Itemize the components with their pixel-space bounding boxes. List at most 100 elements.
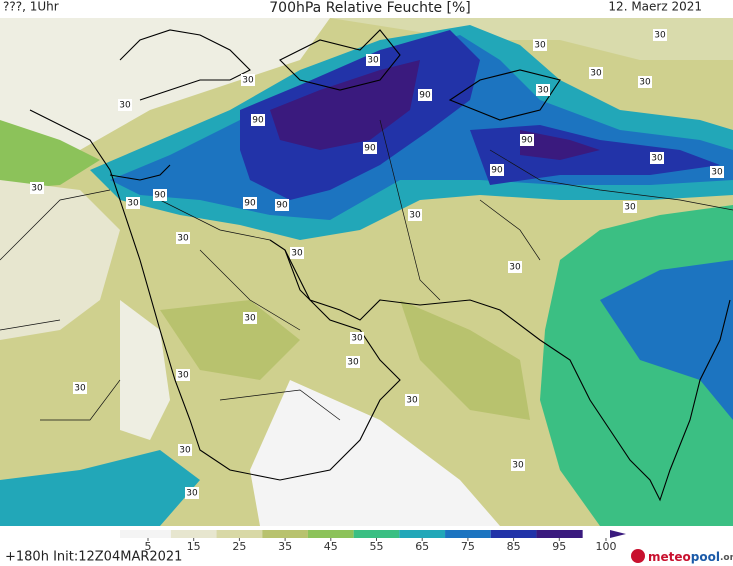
contour-label-box: [178, 444, 192, 456]
colorbar-tick-label: 75: [461, 540, 475, 553]
header-title: 700hPa Relative Feuchte [%]: [269, 0, 470, 16]
contour-label: 30: [651, 154, 663, 164]
colorbar-arrow: [610, 530, 626, 538]
contour-label-box: [408, 209, 422, 221]
colorbar-tick-label: 35: [278, 540, 292, 553]
contour-label: 90: [364, 144, 376, 154]
contour-label-box: [243, 197, 257, 209]
contour-label: 30: [74, 384, 86, 394]
contour-label: 30: [31, 184, 43, 194]
logo-icon: [631, 549, 645, 563]
contour-label-box: [511, 459, 525, 471]
contour-label-box: [30, 182, 44, 194]
contour-label: 30: [291, 249, 303, 259]
contour-label: 30: [534, 41, 546, 51]
contour-label: 30: [711, 168, 723, 178]
colorbar-swatch: [170, 530, 217, 538]
contour-label-box: [185, 487, 199, 499]
logo-part: pool: [691, 550, 720, 564]
contour-label-box: [73, 382, 87, 394]
colorbar-swatch: [216, 530, 263, 538]
colorbar-swatch: [307, 530, 354, 538]
contour-label: 90: [252, 116, 264, 126]
colorbar-tick-label: 95: [552, 540, 566, 553]
contour-label: 90: [244, 199, 256, 209]
contour-label-box: [243, 312, 257, 324]
colorbar-swatch: [445, 530, 491, 538]
contour-label: 30: [537, 86, 549, 96]
contour-label: 90: [419, 91, 431, 101]
contour-labels: 90 90 90 90 90 90 90 90 30 30 30 30 30 30 30 30 30 30 30 30…: [30, 29, 724, 499]
colorbar-tick-label: 100: [596, 540, 617, 553]
colorbar-swatch: [536, 530, 583, 538]
coastlines: [0, 29, 733, 502]
colorbar-tick-label: 5: [145, 540, 152, 553]
logo: meteopool.org: [631, 549, 733, 564]
contour-label-box: [638, 76, 652, 88]
contour-label-box: [126, 197, 140, 209]
colorbar-tick-label: 45: [324, 540, 338, 553]
logo-part: meteo: [648, 550, 691, 564]
colorbar-swatch: [262, 530, 308, 538]
contour-label-box: [533, 39, 547, 51]
contour-label: 30: [119, 101, 131, 111]
contour-label-box: [241, 74, 255, 86]
contour-label: 30: [127, 199, 139, 209]
contour-label: 30: [367, 56, 379, 66]
colorbar-swatch: [399, 530, 446, 538]
contour-label: 90: [154, 191, 166, 201]
humidity-field: [0, 18, 733, 526]
contour-label-box: [536, 84, 550, 96]
contour-label: 30: [590, 69, 602, 79]
contour-label-box: [508, 261, 522, 273]
contour-label: 30: [242, 76, 254, 86]
contour-label: 30: [624, 203, 636, 213]
contour-label-box: [176, 369, 190, 381]
header-bar: [0, 0, 733, 18]
colorbar-tick-label: 85: [507, 540, 521, 553]
colorbar: 5 15 25 35 45 55 65 75 85 95 100: [120, 530, 626, 553]
contour-label-box: [251, 114, 265, 126]
contour-label-box: [366, 54, 380, 66]
header-date: 12. Maerz 2021: [608, 0, 702, 14]
contour-label-box: [118, 99, 132, 111]
contour-label-box: [589, 67, 603, 79]
contour-label: 30: [639, 78, 651, 88]
colorbar-tick-label: 55: [370, 540, 384, 553]
colorbar-tick-label: 15: [187, 540, 201, 553]
contour-label: 90: [491, 166, 503, 176]
contour-label-box: [290, 247, 304, 259]
contour-label-box: [346, 356, 360, 368]
contour-label-box: [650, 152, 664, 164]
colorbar-swatch: [490, 530, 537, 538]
contour-label-box: [710, 166, 724, 178]
contour-label-box: [350, 332, 364, 344]
contour-label-box: [153, 189, 167, 201]
colorbar-swatch: [120, 530, 171, 538]
contour-label: 30: [177, 371, 189, 381]
contour-label-box: [363, 142, 377, 154]
contour-label: 30: [409, 211, 421, 221]
contour-label-box: [623, 201, 637, 213]
contour-label-box: [176, 232, 190, 244]
contour-label-box: [520, 134, 534, 146]
contour-label: 30: [244, 314, 256, 324]
contour-label: 30: [406, 396, 418, 406]
contour-label: 30: [509, 263, 521, 273]
contour-label: 30: [347, 358, 359, 368]
colorbar-tick-label: 25: [232, 540, 246, 553]
contour-label: 30: [654, 31, 666, 41]
header-left: ???, 1Uhr: [3, 0, 59, 14]
contour-label: 90: [276, 201, 288, 211]
contour-label: 30: [512, 461, 524, 471]
colorbar-tick-label: 65: [415, 540, 429, 553]
contour-label: 30: [177, 234, 189, 244]
contour-label: 90: [521, 136, 533, 146]
contour-label: 30: [179, 446, 191, 456]
contour-label-box: [653, 29, 667, 41]
footer-run: +180h Init:12Z04MAR2021: [5, 550, 182, 565]
contour-label-box: [418, 89, 432, 101]
contour-label: 30: [186, 489, 198, 499]
contour-label: 30: [351, 334, 363, 344]
